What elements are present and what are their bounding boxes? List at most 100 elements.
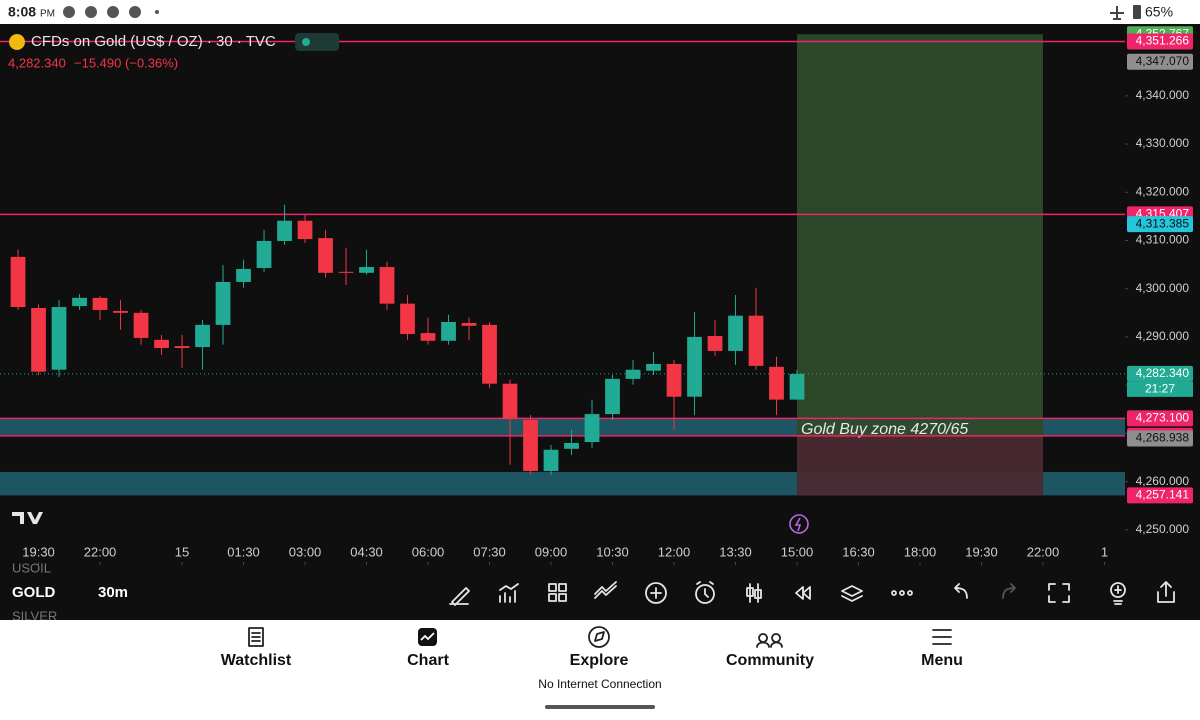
candle-body	[10, 256, 26, 308]
candle-body	[379, 267, 395, 304]
candle-body	[441, 321, 456, 341]
explore-icon[interactable]	[588, 626, 610, 648]
x-tick-label: 13:30	[719, 544, 752, 559]
explore-needle	[594, 631, 605, 642]
price-label: 4,273.100	[1136, 411, 1190, 425]
annotation: Gold Buy zone 4270/65	[801, 421, 968, 438]
candle-body	[420, 333, 436, 341]
loss-zone	[797, 435, 1044, 496]
nav-explore[interactable]: Explore	[570, 652, 629, 669]
event-icon[interactable]	[789, 514, 809, 534]
x-tick-label: 16:30	[842, 544, 875, 559]
candle-body	[584, 414, 600, 443]
candle-body	[769, 366, 784, 400]
y-tick-label: 4,330.000	[1136, 136, 1190, 150]
status-time: 8:08	[8, 4, 36, 20]
price-label-box	[1127, 216, 1193, 233]
symbol-current[interactable]: GOLD	[12, 584, 55, 601]
battery-icon	[1133, 5, 1141, 19]
chart-icon[interactable]	[418, 628, 437, 646]
symbol-next[interactable]: SILVER	[12, 608, 57, 623]
nav-community[interactable]: Community	[726, 652, 814, 669]
candle-body	[502, 383, 518, 419]
y-tick-label: 4,290.000	[1136, 329, 1190, 343]
badge-dot	[302, 38, 310, 46]
interval[interactable]: 30m	[98, 584, 128, 601]
candle-body	[297, 220, 313, 240]
community-icon[interactable]	[756, 633, 783, 648]
candle-body	[523, 419, 538, 471]
candle-body	[154, 339, 169, 349]
chart-icon-line	[420, 632, 435, 641]
candle-body	[338, 271, 354, 273]
x-tick-label: 04:30	[350, 544, 383, 559]
y-tick-label: 4,250.000	[1136, 522, 1190, 536]
candle-body	[174, 346, 190, 349]
event-bolt	[794, 517, 802, 532]
price-label: 4,351.266	[1136, 34, 1190, 48]
battery-level: 65%	[1145, 4, 1173, 20]
x-tick-label: 15	[175, 544, 189, 559]
candle-body	[277, 220, 292, 241]
notification-icons	[63, 6, 159, 18]
price-label: 4,347.070	[1136, 54, 1190, 68]
y-tick-label: 4,260.000	[1136, 474, 1190, 488]
candle-body	[92, 297, 108, 310]
home-indicator	[545, 705, 655, 709]
indicator-badge[interactable]	[295, 33, 339, 51]
x-tick-label: 07:30	[473, 544, 506, 559]
candle-body	[748, 315, 764, 366]
connection-status: No Internet Connection	[538, 677, 661, 691]
countdown: 21:27	[1145, 382, 1175, 396]
x-tick-label: 22:00	[84, 544, 117, 559]
candle-body	[72, 297, 87, 307]
candle-body	[318, 238, 333, 273]
x-tick-label: 06:00	[412, 544, 445, 559]
x-tick-label: 22:00	[1027, 544, 1060, 559]
candle-body	[51, 307, 67, 370]
candle-body	[666, 363, 682, 397]
price-change: −15.490 (−0.36%)	[74, 55, 178, 70]
price-label-box	[1127, 33, 1193, 50]
plot: 4,250.0004,260.0004,270.0004,280.0004,29…	[0, 26, 1193, 565]
menu-icon[interactable]	[932, 629, 952, 645]
x-tick-label: 12:00	[658, 544, 691, 559]
price-label: 4,268.938	[1136, 431, 1190, 445]
profit-zone	[797, 34, 1044, 436]
price-label-box	[1127, 430, 1193, 447]
nav-menu[interactable]: Menu	[921, 652, 963, 669]
candle-body	[31, 308, 46, 372]
candle-body	[687, 336, 702, 397]
y-tick-label: 4,340.000	[1136, 88, 1190, 102]
symbol-logo	[9, 34, 25, 50]
status-period: PM	[40, 9, 55, 20]
x-tick-label: 15:00	[781, 544, 814, 559]
candle-body	[707, 335, 723, 351]
nav-chart[interactable]: Chart	[407, 652, 449, 669]
candle-body	[113, 310, 128, 313]
toolbar-icons[interactable]	[449, 581, 1175, 606]
x-tick-label: 18:00	[904, 544, 937, 559]
x-tick-label: 1	[1101, 544, 1108, 559]
candle-body	[236, 268, 251, 282]
price-label-box	[1127, 53, 1193, 70]
y-tick-label: 4,300.000	[1136, 281, 1190, 295]
symbol-prev[interactable]: USOIL	[12, 560, 51, 575]
candle-body	[359, 267, 374, 273]
price-label: 4,257.141	[1136, 488, 1190, 502]
candle-body	[728, 315, 743, 351]
watchlist-icon[interactable]	[248, 627, 264, 647]
candle-body	[256, 240, 272, 268]
x-tick-label: 10:30	[596, 544, 629, 559]
candle-body	[482, 324, 497, 384]
nav-watchlist[interactable]: Watchlist	[221, 652, 292, 669]
price-label-box	[1127, 487, 1193, 504]
candle-body	[195, 324, 210, 348]
y-tick-label: 4,310.000	[1136, 233, 1190, 247]
x-tick-label: 03:00	[289, 544, 322, 559]
candle-body	[564, 443, 579, 449]
candle-body	[605, 378, 620, 415]
bottom-nav	[0, 620, 1200, 720]
candle-body	[215, 281, 231, 325]
